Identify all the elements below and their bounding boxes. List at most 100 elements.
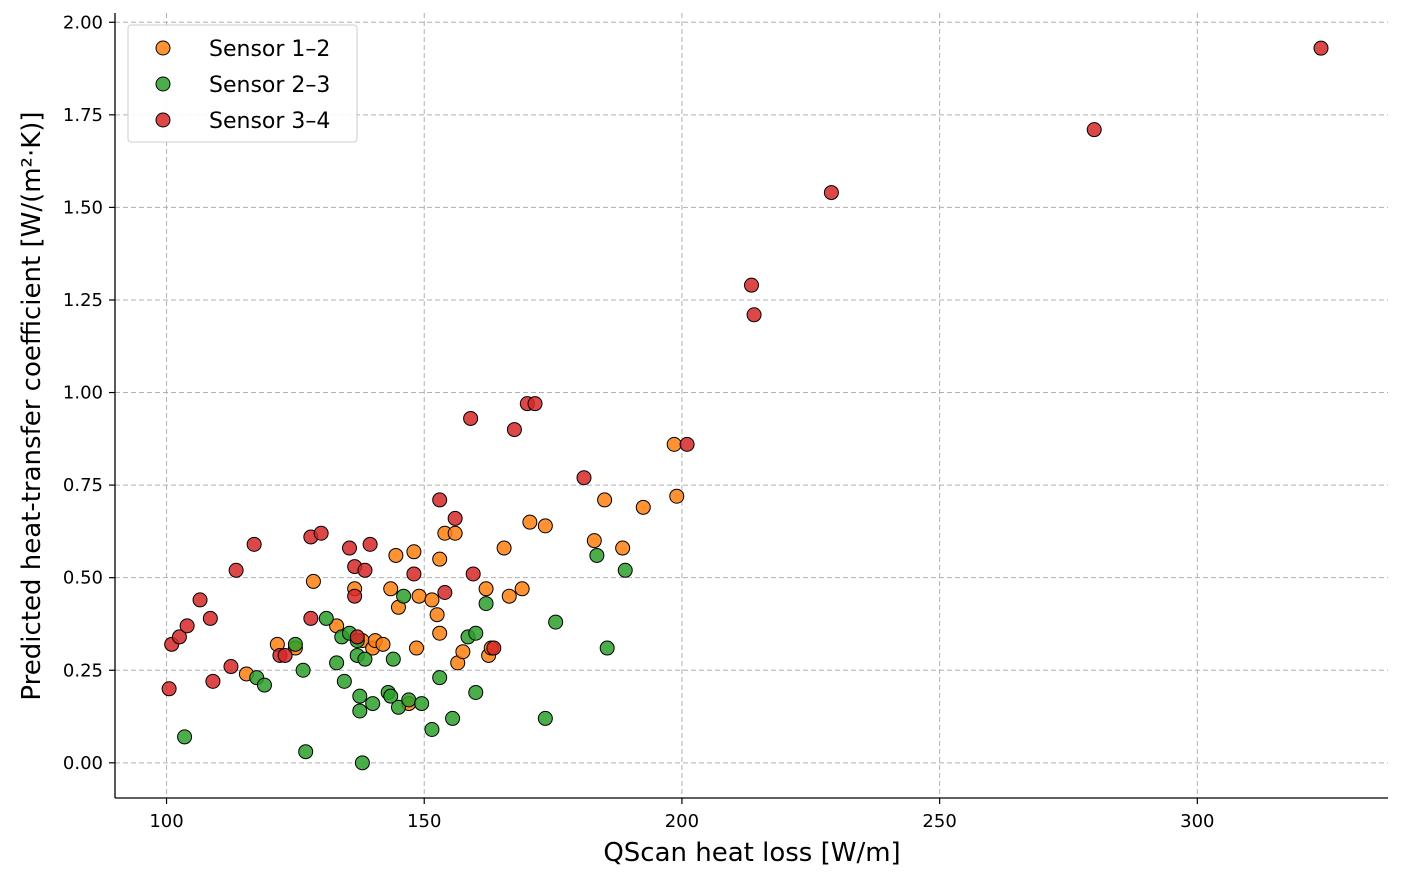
data-point: [362, 536, 378, 552]
x-axis-label: QScan heat loss [W/m]: [603, 838, 900, 868]
data-point: [432, 551, 448, 567]
y-tick-label: 1.75: [63, 105, 103, 126]
data-point: [589, 547, 605, 563]
data-point: [496, 540, 512, 556]
data-point: [295, 662, 311, 678]
data-point: [468, 625, 484, 641]
axes: 100 150 200 250 300 0.00 0.25 0.50 0.75 1.00 1.25 1…: [63, 12, 1388, 832]
y-tick-label: 0.25: [63, 660, 103, 681]
data-point: [447, 510, 463, 526]
data-point: [357, 562, 373, 578]
x-tick-label: 100: [149, 811, 183, 832]
data-point: [277, 647, 293, 663]
data-point: [455, 644, 471, 660]
data-point: [171, 629, 187, 645]
data-point: [669, 488, 685, 504]
legend-label: Sensor 1–2: [209, 37, 330, 62]
data-point: [597, 492, 613, 508]
data-point: [383, 688, 399, 704]
data-point: [537, 710, 553, 726]
data-point: [679, 436, 695, 452]
legend-marker: [155, 112, 171, 128]
data-point: [522, 514, 538, 530]
data-point: [347, 588, 363, 604]
grid-lines: [115, 13, 1388, 798]
data-point: [414, 696, 430, 712]
data-point: [383, 581, 399, 597]
data-point: [256, 677, 272, 693]
data-point: [501, 588, 517, 604]
data-point: [666, 436, 682, 452]
data-point: [329, 655, 345, 671]
data-point: [486, 640, 502, 656]
data-point: [179, 618, 195, 634]
data-point: [823, 185, 839, 201]
x-tick-label: 250: [922, 811, 956, 832]
data-point: [411, 588, 427, 604]
data-point: [228, 562, 244, 578]
data-point: [586, 533, 602, 549]
y-tick-label: 0.00: [63, 753, 103, 774]
data-point: [357, 651, 373, 667]
data-point: [478, 581, 494, 597]
legend-marker: [155, 40, 171, 56]
data-point: [445, 710, 461, 726]
data-point: [527, 396, 543, 412]
y-tick-label: 1.00: [63, 383, 103, 404]
data-point: [202, 610, 218, 626]
series-2: [177, 547, 633, 771]
data-point: [463, 410, 479, 426]
data-point: [514, 581, 530, 597]
x-tick-label: 300: [1180, 811, 1214, 832]
data-point: [506, 422, 522, 438]
data-point: [409, 640, 424, 656]
data-point: [246, 536, 262, 552]
data-point: [432, 492, 448, 508]
x-tick-label: 200: [665, 811, 699, 832]
data-points: [161, 40, 1329, 771]
data-point: [305, 573, 321, 589]
data-point: [447, 525, 463, 541]
series-3: [161, 40, 1329, 697]
y-axis-label: Predicted heat-transfer coefficient [W/(…: [17, 111, 47, 700]
data-point: [390, 699, 406, 715]
data-point: [354, 755, 370, 771]
data-point: [161, 681, 177, 697]
data-point: [746, 307, 762, 323]
data-point: [465, 566, 481, 582]
data-point: [576, 470, 592, 486]
data-point: [1313, 40, 1329, 56]
data-point: [617, 562, 633, 578]
data-point: [744, 277, 759, 293]
data-point: [424, 721, 440, 737]
data-point: [352, 703, 368, 719]
data-point: [396, 588, 412, 604]
y-tick-label: 0.75: [63, 475, 103, 496]
data-point: [401, 692, 417, 708]
legend-marker: [155, 76, 171, 92]
data-point: [177, 729, 193, 745]
data-point: [432, 670, 448, 686]
legend-frame: [127, 24, 358, 143]
data-point: [537, 518, 553, 534]
data-point: [336, 673, 352, 689]
data-point: [548, 614, 564, 630]
data-point: [385, 651, 401, 667]
data-point: [352, 688, 368, 704]
legend-label: Sensor 3–4: [209, 109, 330, 134]
y-tick-label: 2.00: [63, 12, 103, 33]
data-point: [424, 592, 440, 608]
data-point: [342, 540, 357, 556]
data-point: [303, 610, 319, 626]
data-point: [287, 636, 303, 652]
data-point: [478, 596, 494, 612]
data-point: [406, 566, 422, 582]
data-point: [599, 640, 615, 656]
data-point: [298, 744, 314, 760]
data-point: [205, 673, 221, 689]
data-point: [192, 592, 208, 608]
x-tick-label: 150: [407, 811, 441, 832]
data-point: [1086, 122, 1102, 138]
data-point: [375, 636, 391, 652]
